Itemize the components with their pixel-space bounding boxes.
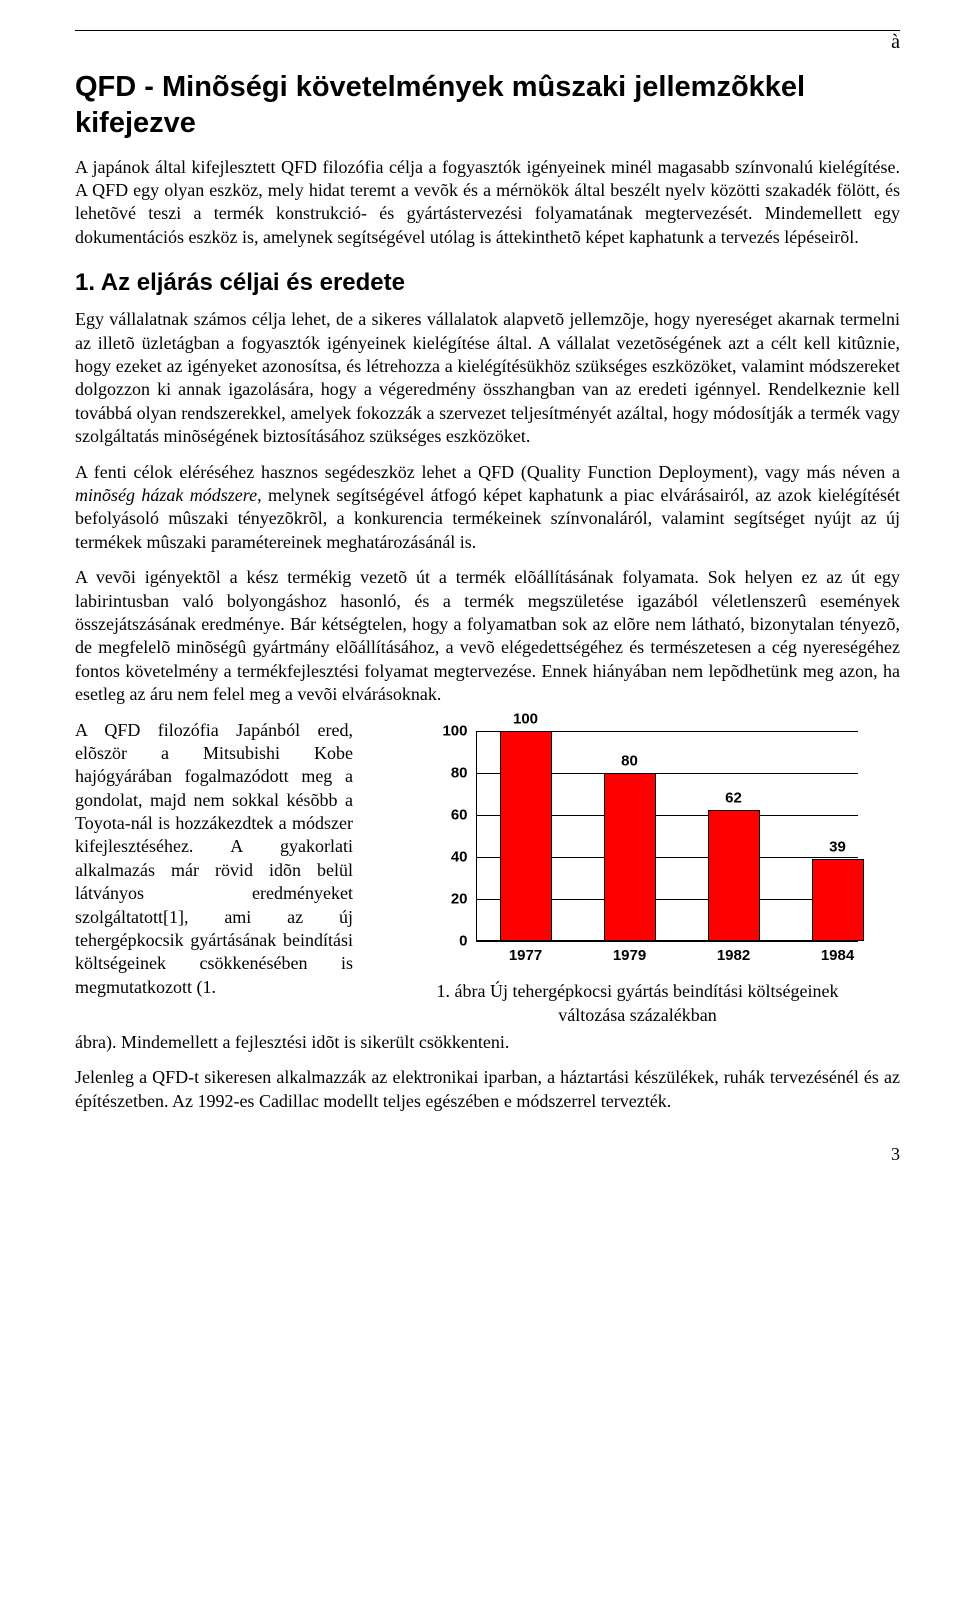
chart-ytick-label: 0 <box>459 931 467 951</box>
chart-xtick-label: 1982 <box>717 946 750 966</box>
chart-ytick-label: 60 <box>451 805 468 825</box>
chart-bar-value-label: 39 <box>829 837 846 857</box>
paragraph-4-continued: ábra). Mindemellett a fejlesztési idõt i… <box>75 1031 900 1054</box>
paragraph-2-italic: minõség házak módszere <box>75 485 257 505</box>
chart-bar-value-label: 80 <box>621 751 638 771</box>
chart-caption-line-1: 1. ábra Új tehergépkocsi gyártás beindít… <box>436 981 838 1001</box>
chart-ytick-label: 40 <box>451 847 468 867</box>
chart-bar-value-label: 100 <box>513 709 538 729</box>
chart-gridline <box>476 941 858 942</box>
page-title: QFD - Minõségi követelmények mûszaki jel… <box>75 69 900 142</box>
chart-bar <box>500 731 552 941</box>
chart-ytick-label: 100 <box>442 721 467 741</box>
paragraph-3: A vevõi igényektõl a kész termékig vezet… <box>75 566 900 706</box>
chart-caption: 1. ábra Új tehergépkocsi gyártás beindít… <box>375 979 900 1028</box>
two-column-block: A QFD filozófia Japánból ered, elõször a… <box>75 719 900 1028</box>
chart-caption-line-2: változása százalékban <box>558 1005 716 1025</box>
paragraph-1: Egy vállalatnak számos célja lehet, de a… <box>75 308 900 448</box>
paragraph-2: A fenti célok eléréséhez hasznos segédes… <box>75 461 900 555</box>
chart-xtick-label: 1979 <box>613 946 646 966</box>
chart-column: 0204060801001001977801979621982391984 1.… <box>375 719 900 1028</box>
section-heading-1: 1. Az eljárás céljai és eredete <box>75 267 900 298</box>
chart-xtick-label: 1984 <box>821 946 854 966</box>
chart-bar <box>708 810 760 940</box>
chart-bar-value-label: 62 <box>725 789 742 809</box>
paragraph-4-left: A QFD filozófia Japánból ered, elõször a… <box>75 719 353 1000</box>
chart-bar <box>812 859 864 941</box>
header-mark: à <box>75 29 900 55</box>
chart-bar <box>604 773 656 941</box>
intro-paragraph: A japánok által kifejlesztett QFD filozó… <box>75 156 900 250</box>
page-number: 3 <box>75 1143 900 1166</box>
bar-chart: 0204060801001001977801979621982391984 <box>408 731 868 971</box>
chart-ytick-label: 80 <box>451 763 468 783</box>
chart-ytick-label: 20 <box>451 889 468 909</box>
paragraph-5: Jelenleg a QFD-t sikeresen alkalmazzák a… <box>75 1066 900 1113</box>
paragraph-2-pre: A fenti célok eléréséhez hasznos segédes… <box>75 462 900 482</box>
chart-xtick-label: 1977 <box>509 946 542 966</box>
